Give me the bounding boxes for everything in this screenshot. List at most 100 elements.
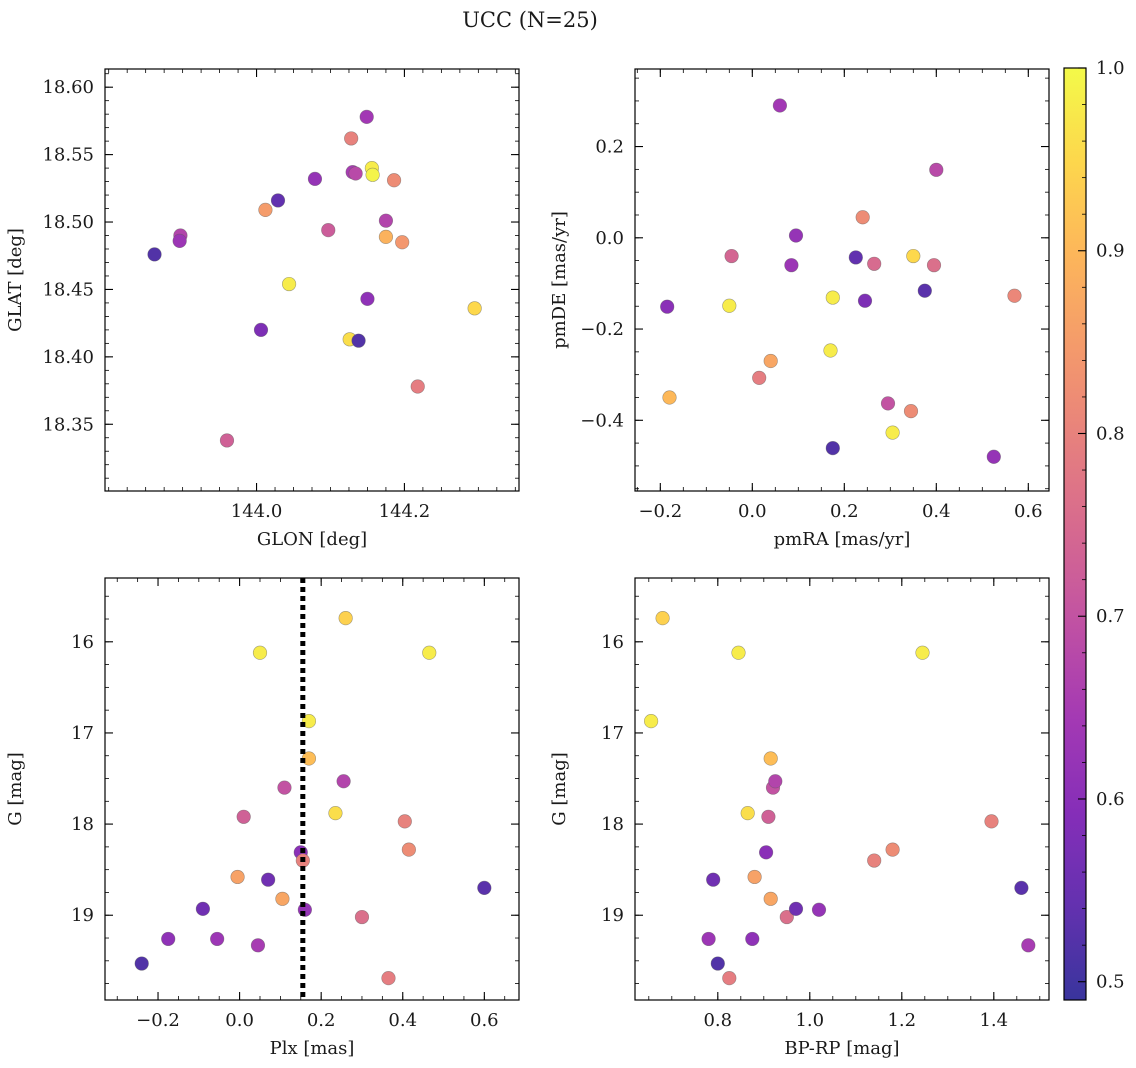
data-point bbox=[788, 228, 804, 243]
data-point bbox=[1014, 880, 1029, 895]
data-point bbox=[134, 956, 149, 971]
y-tick-label: 18.45 bbox=[42, 279, 94, 300]
x-tick-label: −0.2 bbox=[638, 501, 682, 522]
y-tick-label: 17 bbox=[601, 723, 624, 744]
x-tick-label: 0.6 bbox=[470, 1010, 499, 1031]
x-tick-label: 0.8 bbox=[703, 1010, 732, 1031]
data-point bbox=[747, 869, 762, 885]
data-point bbox=[857, 293, 873, 308]
y-tick-label: 16 bbox=[71, 632, 94, 653]
data-point bbox=[467, 301, 482, 316]
data-point bbox=[378, 213, 394, 228]
axes-frame bbox=[634, 68, 1050, 492]
data-point bbox=[903, 404, 919, 419]
data-point bbox=[344, 131, 359, 146]
y-axis-label: G [mag] bbox=[549, 752, 570, 825]
data-point bbox=[662, 390, 677, 405]
data-point bbox=[763, 891, 778, 906]
data-point bbox=[848, 250, 863, 265]
figure-title: UCC (N=25) bbox=[462, 8, 598, 32]
data-point bbox=[660, 299, 675, 314]
data-point bbox=[250, 938, 266, 953]
data-point bbox=[643, 713, 659, 729]
x-tick-label: 0.4 bbox=[388, 1010, 417, 1031]
colorbar-gradient bbox=[1063, 67, 1087, 1001]
data-point bbox=[825, 290, 840, 305]
y-axis-label: GLAT [deg] bbox=[5, 228, 26, 332]
panel-plx-g: −0.2 0.0 0.2 0.4 0.6 16 17 18 19 Plx [mas] G [mag] bbox=[5, 577, 520, 1059]
data-point bbox=[926, 258, 942, 273]
data-point bbox=[929, 162, 944, 177]
data-point bbox=[724, 248, 739, 264]
data-points bbox=[643, 611, 1036, 986]
data-point bbox=[360, 291, 375, 306]
y-tick-label: 18.35 bbox=[42, 414, 94, 435]
y-tick-label: 18.50 bbox=[42, 212, 94, 233]
data-point bbox=[758, 845, 774, 860]
data-point bbox=[763, 353, 778, 369]
minor-ticks bbox=[635, 69, 1049, 491]
data-point bbox=[261, 872, 276, 887]
colorbar-tick-label: 0.5 bbox=[1096, 972, 1125, 993]
data-point bbox=[252, 645, 268, 660]
data-point bbox=[823, 343, 838, 358]
data-point bbox=[386, 173, 402, 188]
colorbar-tick-label: 1.0 bbox=[1096, 58, 1125, 79]
data-point bbox=[236, 809, 251, 824]
y-tick-label: 18.55 bbox=[42, 145, 94, 166]
data-point bbox=[885, 842, 900, 857]
data-point bbox=[422, 645, 437, 660]
x-tick-label: 144.0 bbox=[231, 501, 283, 522]
data-point bbox=[210, 931, 225, 947]
data-point bbox=[779, 909, 794, 925]
data-point bbox=[1007, 288, 1022, 303]
x-tick-label: −0.2 bbox=[136, 1010, 180, 1031]
data-point bbox=[395, 235, 410, 250]
data-point bbox=[740, 806, 755, 821]
data-point bbox=[867, 256, 882, 271]
data-point bbox=[906, 248, 921, 264]
data-point bbox=[825, 441, 840, 456]
data-point bbox=[477, 880, 492, 895]
y-tick-label: 19 bbox=[71, 905, 94, 926]
x-axis-label: Plx [mas] bbox=[270, 1038, 355, 1059]
data-point bbox=[784, 258, 799, 273]
y-tick-label: 19 bbox=[601, 905, 624, 926]
data-point bbox=[745, 931, 760, 947]
data-point bbox=[270, 193, 286, 208]
data-point bbox=[281, 276, 297, 292]
x-tick-label: 0.4 bbox=[922, 501, 951, 522]
data-point bbox=[706, 872, 721, 887]
y-tick-label: 16 bbox=[601, 632, 624, 653]
axes-frame bbox=[634, 577, 1050, 1001]
axes-frame bbox=[104, 68, 520, 492]
data-point bbox=[258, 202, 273, 217]
x-tick-label: 0.2 bbox=[307, 1010, 336, 1031]
data-point bbox=[378, 229, 394, 244]
x-axis-label: GLON [deg] bbox=[257, 529, 367, 550]
axes-frame bbox=[104, 577, 520, 1001]
data-point bbox=[253, 322, 269, 337]
data-point bbox=[354, 909, 370, 925]
panel-glon-glat: 144.0 144.2 18.35 18.40 18.45 18.50 18.55 18.60… bbox=[5, 68, 520, 550]
data-points bbox=[147, 109, 482, 448]
data-point bbox=[915, 645, 930, 660]
y-tick-label: −0.4 bbox=[580, 410, 624, 431]
y-tick-label: 18 bbox=[601, 814, 624, 835]
data-point bbox=[397, 814, 412, 829]
x-axis-label: BP-RP [mag] bbox=[784, 1038, 899, 1059]
data-point bbox=[338, 611, 353, 626]
x-tick-label: 0.6 bbox=[1014, 501, 1043, 522]
data-point bbox=[275, 891, 290, 906]
y-axis-label: G [mag] bbox=[5, 752, 26, 825]
data-point bbox=[655, 611, 670, 626]
y-tick-label: −0.2 bbox=[580, 319, 624, 340]
panels: 144.0 144.2 18.35 18.40 18.45 18.50 18.55 18.60… bbox=[5, 68, 1050, 1059]
data-point bbox=[301, 713, 317, 729]
y-axis-label: pmDE [mas/yr] bbox=[549, 211, 570, 349]
data-point bbox=[1021, 938, 1036, 953]
data-point bbox=[321, 223, 336, 238]
data-point bbox=[761, 809, 776, 824]
data-point bbox=[410, 379, 425, 394]
